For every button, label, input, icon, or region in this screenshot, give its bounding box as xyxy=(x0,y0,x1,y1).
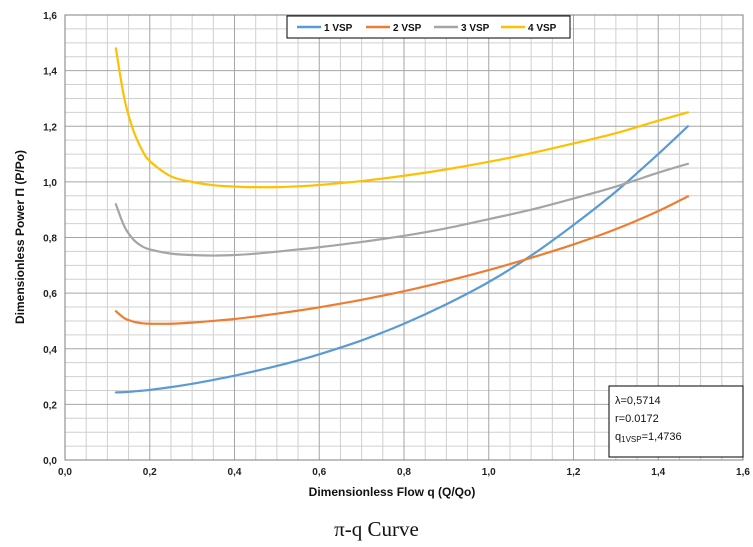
figure-caption: π-q Curve xyxy=(334,517,419,541)
x-axis-ticks: 0,0 0,2 0,4 0,6 0,8 1,0 1,2 1,4 1,6 xyxy=(58,467,750,478)
q-subscript: 1VSP xyxy=(621,435,641,444)
x-tick-label: 1,4 xyxy=(651,467,665,478)
q-1vsp-value: q1VSP=1,4736 xyxy=(615,431,682,444)
parameter-box: λ=0,5714 r=0.0172 q1VSP=1,4736 xyxy=(608,385,744,458)
y-tick-label: 0,2 xyxy=(43,400,57,411)
y-tick-label: 1,2 xyxy=(43,122,57,133)
series-line-1-vsp xyxy=(114,125,690,394)
pi-q-chart: 0,0 0,2 0,4 0,6 0,8 1,0 1,2 1,4 1,6 0,0 0,2 0,4 0,6… xyxy=(13,11,751,499)
series-line-2-vsp xyxy=(114,195,690,325)
y-tick-label: 0,8 xyxy=(43,234,57,245)
y-tick-label: 1,0 xyxy=(43,178,57,189)
plot-area-frame xyxy=(64,14,744,461)
y-axis-title: Dimensionless Power Π (P/Po) xyxy=(13,150,27,324)
r-value: r=0.0172 xyxy=(615,413,659,425)
y-tick-label: 0,0 xyxy=(43,456,57,467)
legend: 1 VSP 2 VSP 3 VSP 4 VSP xyxy=(286,15,571,39)
q-symbol: q xyxy=(615,431,621,443)
lambda-value: λ=0,5714 xyxy=(615,395,661,407)
y-axis-ticks: 0,0 0,2 0,4 0,6 0,8 1,0 1,2 1,4 1,6 xyxy=(43,11,57,467)
legend-label: 4 VSP xyxy=(528,23,557,34)
parameter-box-frame xyxy=(608,385,744,458)
legend-label: 1 VSP xyxy=(324,23,353,34)
x-axis-title: Dimensionless Flow q (Q/Qo) xyxy=(309,485,476,499)
x-tick-label: 0,6 xyxy=(312,467,326,478)
y-tick-label: 1,4 xyxy=(43,67,57,78)
y-tick-label: 1,6 xyxy=(43,11,57,22)
x-tick-label: 0,4 xyxy=(228,467,242,478)
y-tick-label: 0,4 xyxy=(43,345,57,356)
x-tick-label: 1,6 xyxy=(736,467,750,478)
series-line-4-vsp xyxy=(114,47,690,189)
y-tick-label: 0,6 xyxy=(43,289,57,300)
q-number: =1,4736 xyxy=(642,431,682,443)
legend-label: 2 VSP xyxy=(393,23,422,34)
x-tick-label: 0,8 xyxy=(397,467,411,478)
x-tick-label: 1,2 xyxy=(567,467,581,478)
series-line-3-vsp xyxy=(114,162,690,257)
x-tick-label: 1,0 xyxy=(482,467,496,478)
legend-box xyxy=(286,15,571,39)
legend-label: 3 VSP xyxy=(461,23,490,34)
x-tick-label: 0,0 xyxy=(58,467,72,478)
series-lines xyxy=(114,47,690,394)
x-tick-label: 0,2 xyxy=(143,467,157,478)
